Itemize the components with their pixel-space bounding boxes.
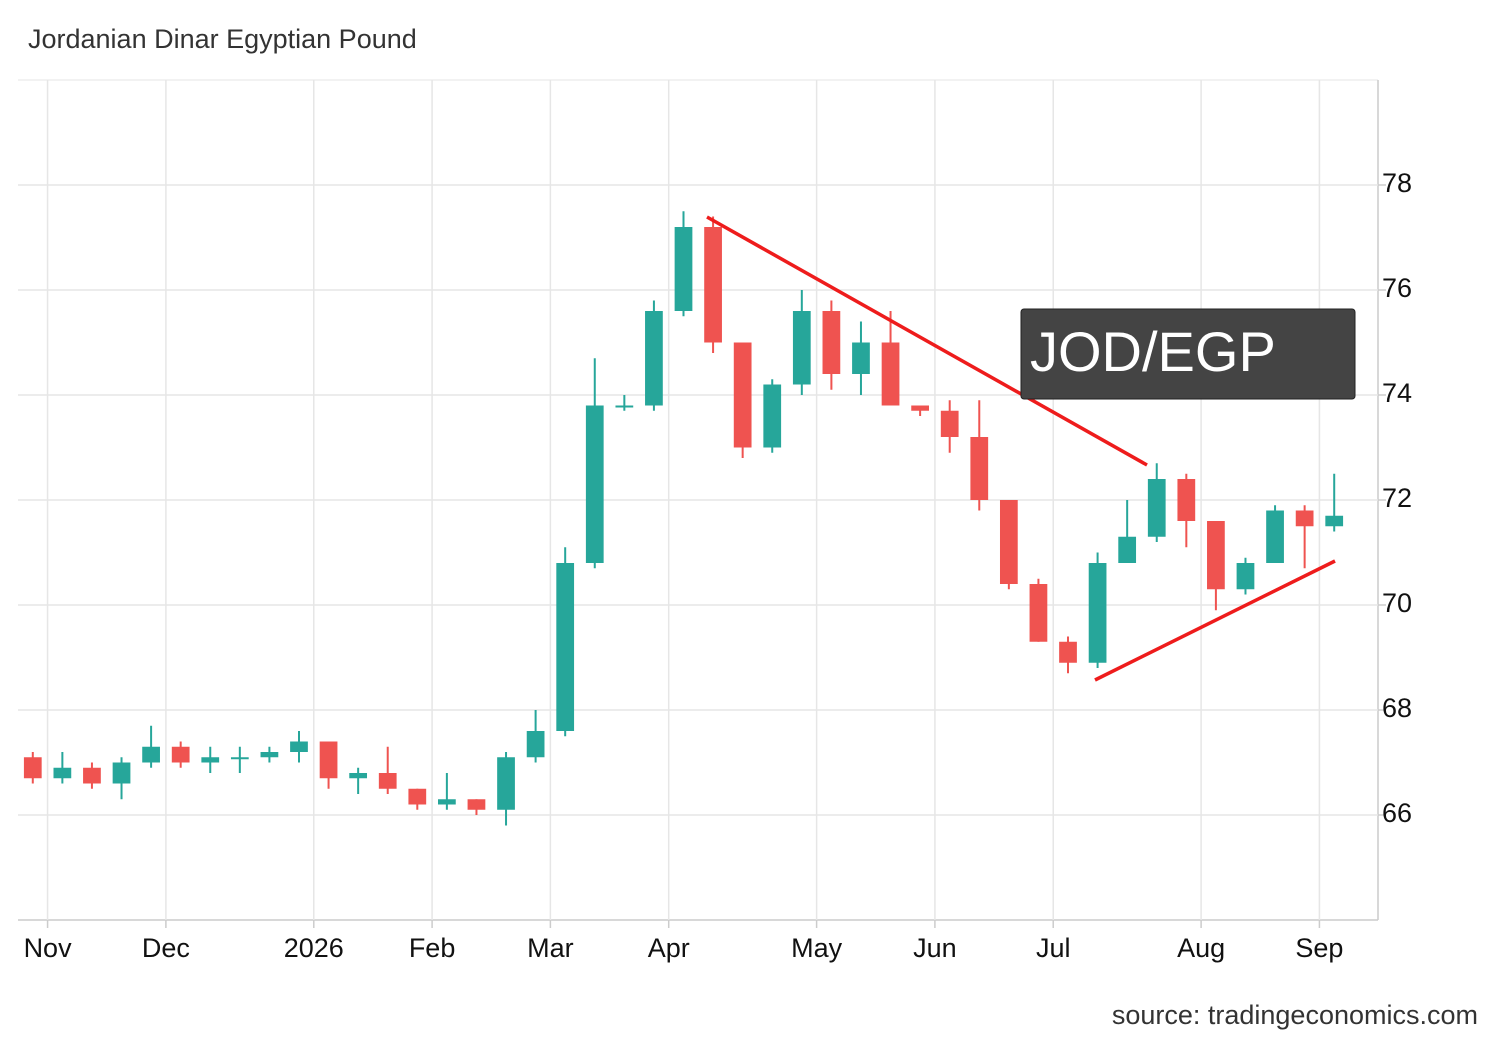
candle-body [852, 342, 870, 374]
candle-body [585, 405, 604, 563]
candle-body [171, 746, 190, 763]
candle-body [112, 762, 131, 784]
x-tick-label: 2026 [284, 933, 344, 963]
candle-body [438, 799, 456, 805]
candle-body [1147, 479, 1166, 537]
candle-body [1118, 536, 1137, 563]
annotation: JOD/EGP [1030, 320, 1276, 383]
y-tick-label: 78 [1382, 168, 1412, 198]
candle-body [615, 405, 634, 408]
candle-body [704, 227, 722, 343]
candle-body [1207, 521, 1225, 590]
candle-body [970, 437, 989, 500]
candle-body [290, 741, 308, 752]
candle-body [1029, 584, 1048, 642]
x-tick-label: Feb [409, 933, 456, 963]
candle-body [556, 563, 575, 731]
trend-line [706, 215, 1148, 467]
candle-body [1088, 563, 1107, 663]
x-tick-label: Jun [913, 933, 957, 963]
candle-body [733, 342, 752, 448]
y-tick-label: 68 [1382, 693, 1412, 723]
candle-body [674, 227, 693, 311]
candle-body [911, 405, 929, 411]
x-tick-label: Dec [142, 933, 190, 963]
candle-body [763, 384, 782, 448]
candle-body [497, 757, 515, 810]
y-tick-label: 70 [1382, 588, 1412, 618]
x-tick-label: Apr [648, 933, 690, 963]
chart-title: Jordanian Dinar Egyptian Pound [28, 24, 417, 54]
x-tick-label: May [791, 933, 843, 963]
candle-body [1325, 515, 1344, 527]
candle-body [1236, 563, 1255, 590]
candle-body [881, 342, 900, 406]
x-tick-label: Sep [1295, 933, 1343, 963]
trend-line [1094, 559, 1336, 682]
candle-body [23, 757, 42, 779]
candle-body [349, 773, 368, 779]
candle-body [526, 731, 545, 758]
candle-body [999, 500, 1018, 584]
candle-body [1266, 510, 1284, 563]
candle-body [467, 799, 486, 810]
x-tick-label: Aug [1177, 933, 1225, 963]
candle-body [940, 410, 959, 437]
x-tick-label: Mar [527, 933, 574, 963]
candle-body [378, 773, 397, 789]
candle-body [822, 311, 841, 374]
y-tick-label: 72 [1382, 483, 1412, 513]
candle-body [201, 757, 220, 763]
candle-body [408, 788, 427, 805]
candle-body [645, 311, 663, 406]
candle-body [230, 757, 249, 760]
y-tick-label: 76 [1382, 273, 1412, 303]
y-tick-label: 74 [1382, 378, 1412, 408]
source: source: tradingeconomics.com [1112, 1000, 1478, 1030]
candle-body [1295, 510, 1314, 527]
candle-body [319, 741, 338, 779]
x-tick-label: Jul [1036, 933, 1071, 963]
candle-body [83, 767, 101, 784]
x-tick-label: Nov [24, 933, 73, 963]
candle-body [53, 767, 72, 779]
plot-area: 66 68 70 72 74 76 78 Nov Dec 2026 Feb Mar Apr May Jun J… [18, 79, 1412, 963]
candle-body [792, 311, 811, 385]
candle-body [260, 752, 279, 758]
candle-body [142, 746, 160, 763]
candle-body [1059, 641, 1077, 663]
y-tick-label: 66 [1382, 798, 1412, 828]
candle-body [1177, 479, 1196, 521]
annotation-box [1020, 308, 1356, 400]
